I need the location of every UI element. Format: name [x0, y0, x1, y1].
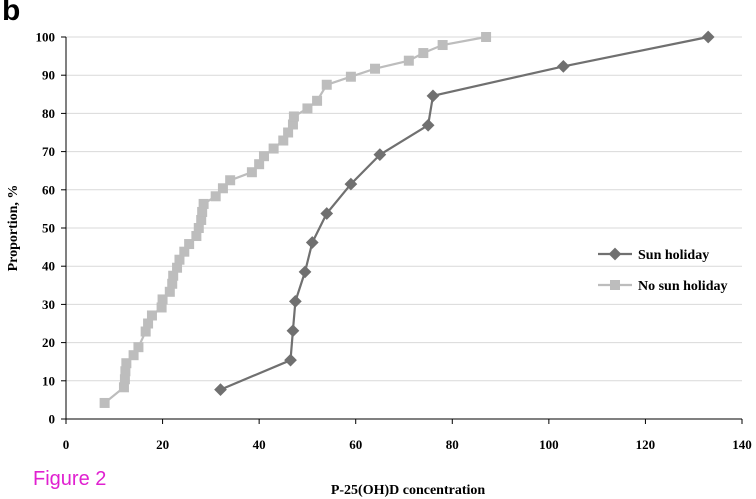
- panel-label: b: [2, 0, 21, 27]
- point-no-sun-holiday-41: [418, 48, 429, 59]
- y-tick-label-0: 0: [49, 412, 56, 427]
- point-no-sun-holiday-43: [481, 32, 492, 42]
- x-tick-label-0: 0: [63, 437, 70, 452]
- point-sun-holiday-11: [556, 60, 570, 73]
- y-tick-label-40: 40: [42, 259, 55, 274]
- y-tick-label-30: 30: [42, 297, 55, 312]
- point-no-sun-holiday-4: [121, 358, 132, 369]
- point-no-sun-holiday-24: [210, 191, 221, 202]
- point-no-sun-holiday-10: [156, 302, 167, 313]
- x-tick-label-140: 140: [732, 437, 752, 452]
- x-tick-label-40: 40: [253, 437, 266, 452]
- legend-item-sun-holiday: Sun holiday: [598, 247, 709, 263]
- point-sun-holiday-1: [284, 353, 297, 367]
- gridlines: [66, 36, 742, 382]
- point-no-sun-holiday-20: [193, 223, 204, 233]
- point-no-sun-holiday-27: [246, 167, 257, 178]
- point-no-sun-holiday-42: [437, 40, 448, 51]
- series-line-no-sun-holiday: [103, 35, 487, 404]
- x-tick-label-100: 100: [539, 437, 559, 452]
- legend: Sun holiday No sun holiday: [598, 247, 727, 294]
- legend-swatch-nosun-marker: [610, 280, 620, 290]
- point-no-sun-holiday-13: [167, 278, 178, 289]
- y-axis-title: Proportion, %: [6, 185, 21, 272]
- point-no-sun-holiday-12: [164, 286, 175, 297]
- point-sun-holiday-0: [214, 383, 227, 396]
- point-no-sun-holiday-39: [370, 63, 381, 74]
- point-no-sun-holiday-22: [197, 206, 208, 217]
- point-no-sun-holiday-34: [288, 111, 299, 122]
- point-no-sun-holiday-19: [191, 231, 202, 242]
- point-no-sun-holiday-23: [198, 198, 209, 209]
- point-no-sun-holiday-2: [119, 374, 130, 385]
- point-no-sun-holiday-14: [168, 270, 179, 281]
- point-no-sun-holiday-21: [196, 214, 207, 225]
- point-no-sun-holiday-15: [172, 262, 183, 273]
- y-tick-labels: 0 10 20 30 40 50 60 70 80 90 100: [36, 30, 66, 427]
- point-sun-holiday-6: [320, 207, 334, 220]
- series-line-sun-holiday: [220, 35, 709, 391]
- y-tick-label-60: 60: [42, 182, 55, 197]
- y-tick-label-10: 10: [42, 373, 55, 388]
- point-no-sun-holiday-36: [312, 95, 323, 106]
- x-axis-title: P-25(OH)D concentration: [331, 483, 486, 498]
- x-tick-label-60: 60: [349, 437, 362, 452]
- point-no-sun-holiday-37: [321, 79, 332, 90]
- point-no-sun-holiday-11: [157, 294, 168, 305]
- legend-swatch-sun-marker: [608, 247, 622, 261]
- point-sun-holiday-4: [298, 265, 312, 279]
- x-tick-labels: 0 20 40 60 80 100 120 140: [63, 419, 752, 452]
- y-tick-label-20: 20: [42, 335, 55, 350]
- point-no-sun-holiday-30: [268, 143, 279, 154]
- legend-label-no-sun-holiday: No sun holiday: [638, 279, 727, 294]
- legend-label-sun-holiday: Sun holiday: [638, 248, 709, 263]
- point-no-sun-holiday-31: [278, 135, 289, 146]
- point-no-sun-holiday-29: [258, 151, 269, 162]
- point-no-sun-holiday-32: [283, 127, 294, 138]
- point-sun-holiday-5: [305, 236, 319, 249]
- y-tick-label-100: 100: [36, 30, 56, 45]
- point-no-sun-holiday-26: [225, 175, 236, 186]
- point-no-sun-holiday-16: [174, 254, 185, 265]
- point-no-sun-holiday-35: [302, 103, 313, 114]
- legend-item-no-sun-holiday: No sun holiday: [598, 279, 727, 294]
- point-sun-holiday-12: [701, 30, 715, 44]
- point-sun-holiday-9: [421, 118, 435, 132]
- point-no-sun-holiday-5: [128, 350, 139, 361]
- point-sun-holiday-3: [288, 294, 302, 308]
- y-tick-label-80: 80: [42, 106, 55, 121]
- point-no-sun-holiday-9: [146, 310, 157, 321]
- x-tick-label-120: 120: [636, 437, 656, 452]
- point-no-sun-holiday-33: [287, 119, 298, 130]
- point-no-sun-holiday-0: [99, 397, 110, 408]
- point-sun-holiday-10: [426, 89, 440, 103]
- point-sun-holiday-8: [373, 148, 387, 162]
- series-sun-holiday: [214, 30, 715, 396]
- figure-caption: Figure 2: [33, 468, 107, 490]
- point-no-sun-holiday-6: [133, 342, 144, 353]
- point-no-sun-holiday-1: [118, 382, 129, 393]
- point-no-sun-holiday-3: [120, 366, 131, 377]
- point-no-sun-holiday-7: [140, 326, 151, 337]
- point-no-sun-holiday-17: [179, 246, 190, 257]
- y-tick-label-50: 50: [42, 221, 55, 236]
- point-no-sun-holiday-8: [143, 318, 154, 329]
- point-no-sun-holiday-28: [254, 159, 265, 170]
- y-tick-label-90: 90: [42, 68, 55, 83]
- point-no-sun-holiday-38: [345, 71, 356, 82]
- point-sun-holiday-2: [286, 324, 300, 338]
- point-no-sun-holiday-25: [217, 183, 228, 194]
- point-sun-holiday-7: [344, 177, 358, 191]
- point-no-sun-holiday-40: [403, 55, 414, 66]
- point-no-sun-holiday-18: [184, 239, 195, 250]
- x-tick-label-80: 80: [446, 437, 459, 452]
- x-tick-label-20: 20: [156, 437, 169, 452]
- series-no-sun-holiday: [99, 32, 492, 408]
- y-tick-label-70: 70: [42, 144, 55, 159]
